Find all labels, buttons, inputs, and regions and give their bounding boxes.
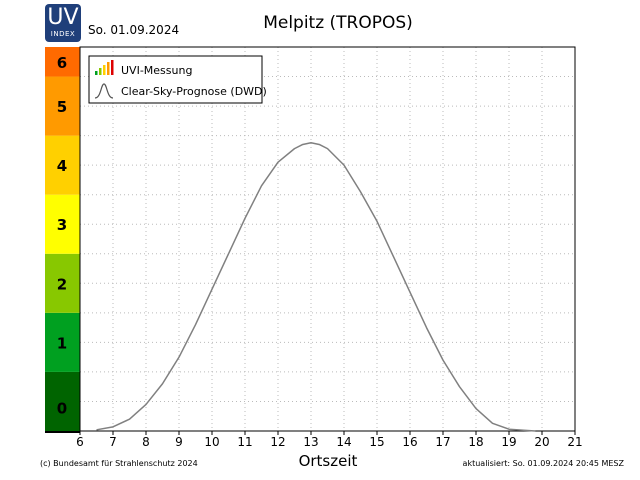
uv-level-2-band xyxy=(45,253,80,313)
x-axis-label: Ortszeit xyxy=(298,452,358,470)
x-tick-label: 8 xyxy=(142,435,150,449)
uvi-measurement-icon xyxy=(95,60,114,75)
uv-level-6-label: 6 xyxy=(57,54,67,72)
legend-clearsky-label: Clear-Sky-Prognose (DWD) xyxy=(121,85,267,98)
uv-index-logo: UV INDEX xyxy=(45,4,81,42)
uv-level-3-label: 3 xyxy=(57,216,67,234)
x-tick-label: 21 xyxy=(567,435,582,449)
x-tick-label: 12 xyxy=(270,435,285,449)
series-line-clear-sky xyxy=(96,141,536,432)
clear-sky-curve-icon xyxy=(94,83,114,99)
x-tick-label: 15 xyxy=(369,435,384,449)
uv-level-0-band xyxy=(45,371,80,431)
date-label: So. 01.09.2024 xyxy=(88,23,180,37)
x-tick-label: 18 xyxy=(468,435,483,449)
uv-level-4-band xyxy=(45,135,80,195)
plot-frame xyxy=(79,46,576,432)
x-tick-label: 10 xyxy=(204,435,219,449)
uv-level-2-label: 2 xyxy=(57,275,67,293)
uv-level-3-band xyxy=(45,194,80,254)
uv-level-5-label: 5 xyxy=(57,98,67,116)
copyright-footer: (c) Bundesamt für Strahlenschutz 2024 xyxy=(40,459,198,468)
uv-level-6-band xyxy=(45,47,80,77)
x-tick-label: 13 xyxy=(303,435,318,449)
uv-level-5-band xyxy=(45,76,80,136)
updated-footer: aktualisiert: So. 01.09.2024 20:45 MESZ xyxy=(462,459,624,468)
legend: UVI-Messung Clear-Sky-Prognose (DWD) xyxy=(88,55,267,104)
x-tick-label: 6 xyxy=(76,435,84,449)
grid-lines xyxy=(80,47,575,431)
logo-index-text: INDEX xyxy=(50,30,76,38)
legend-box xyxy=(88,55,263,104)
x-axis-ticks: 6 7 8 9 10 11 12 13 14 15 16 17 18 19 20 21 xyxy=(76,431,583,449)
x-tick-label: 16 xyxy=(402,435,417,449)
logo-uv-text: UV xyxy=(47,5,79,30)
x-tick-label: 20 xyxy=(534,435,549,449)
x-tick-label: 9 xyxy=(175,435,183,449)
x-tick-label: 14 xyxy=(336,435,351,449)
uv-level-1-label: 1 xyxy=(57,334,67,352)
uv-scale-bar: 0 1 2 3 4 5 6 xyxy=(45,47,80,433)
x-tick-label: 11 xyxy=(237,435,252,449)
chart-title: Melpitz (TROPOS) xyxy=(263,13,413,33)
uv-level-1-band xyxy=(45,312,80,372)
legend-uvi-label: UVI-Messung xyxy=(121,64,192,77)
series-lines xyxy=(96,141,536,432)
x-tick-label: 7 xyxy=(109,435,117,449)
x-tick-label: 17 xyxy=(435,435,450,449)
x-tick-label: 19 xyxy=(501,435,516,449)
uv-level-4-label: 4 xyxy=(57,157,67,175)
uv-level-0-label: 0 xyxy=(57,399,67,417)
